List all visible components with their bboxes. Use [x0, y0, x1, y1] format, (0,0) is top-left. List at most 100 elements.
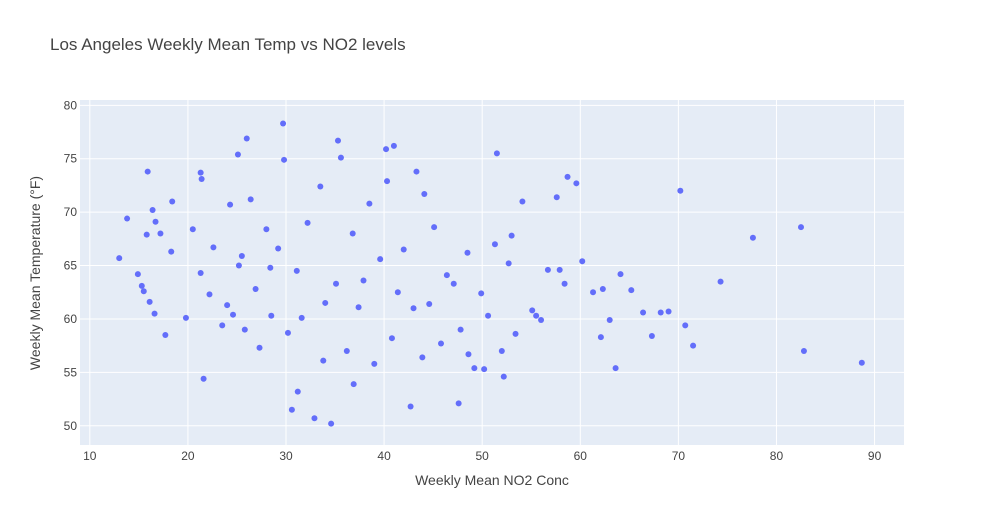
y-tick-label: 65: [64, 259, 78, 273]
data-point: [388, 335, 395, 342]
chart-title: Los Angeles Weekly Mean Temp vs NO2 leve…: [50, 35, 406, 54]
data-point: [206, 291, 213, 298]
x-tick-label: 20: [181, 449, 195, 463]
data-point: [450, 280, 457, 287]
data-point: [798, 224, 804, 231]
data-point: [407, 403, 414, 410]
data-point: [124, 215, 131, 222]
data-point: [268, 312, 275, 319]
data-point: [224, 302, 231, 309]
data-point: [355, 304, 362, 311]
data-point: [553, 194, 560, 201]
x-tick-label: 90: [868, 449, 882, 463]
data-point: [328, 420, 335, 427]
data-point: [640, 309, 647, 316]
gridlines: [80, 100, 904, 445]
data-point: [465, 351, 472, 358]
x-tick-label: 60: [574, 449, 588, 463]
data-point: [556, 266, 563, 273]
data-point: [152, 218, 159, 225]
data-point: [151, 310, 158, 317]
data-point: [800, 348, 807, 355]
data-point: [529, 307, 536, 314]
y-tick-label: 80: [64, 98, 78, 112]
data-point: [606, 317, 613, 324]
data-point: [149, 207, 156, 214]
data-point: [597, 334, 604, 341]
data-point: [612, 365, 619, 372]
x-tick-label: 40: [377, 449, 391, 463]
data-point: [471, 365, 478, 372]
data-point: [377, 256, 384, 263]
data-point: [350, 381, 357, 388]
data-point: [294, 388, 301, 395]
data-point: [238, 252, 245, 259]
data-point: [457, 326, 464, 333]
data-point: [343, 348, 350, 355]
data-point: [200, 375, 207, 382]
data-point: [617, 271, 624, 278]
data-point: [579, 258, 586, 265]
data-point: [234, 151, 241, 158]
data-point: [293, 267, 300, 274]
data-point: [505, 260, 512, 267]
data-point: [498, 348, 505, 355]
y-tick-label: 55: [64, 365, 78, 379]
data-point: [169, 198, 176, 205]
data-point: [455, 400, 462, 407]
data-point: [858, 359, 865, 366]
data-point: [219, 322, 226, 329]
y-tick-label: 75: [64, 152, 78, 166]
data-point: [485, 312, 492, 319]
data-point: [317, 183, 324, 190]
data-point: [227, 201, 234, 208]
data-point: [500, 373, 507, 380]
data-point: [533, 312, 540, 319]
y-tick-labels: 50 55 60 65 70 75 80: [64, 98, 78, 432]
data-point: [413, 168, 420, 175]
data-point: [146, 298, 153, 305]
data-point: [267, 264, 274, 271]
x-tick-label: 80: [770, 449, 784, 463]
data-point: [143, 231, 150, 238]
data-point: [280, 120, 287, 127]
data-point: [263, 226, 270, 233]
data-point: [197, 270, 204, 277]
data-point: [599, 286, 606, 293]
data-point: [144, 168, 151, 175]
plot-background: [80, 100, 904, 445]
data-point: [162, 331, 169, 338]
data-point: [311, 415, 318, 422]
data-point: [157, 230, 164, 237]
data-point: [320, 357, 327, 364]
data-point: [677, 187, 684, 194]
data-point: [491, 241, 498, 248]
data-point: [284, 329, 291, 336]
data-point: [717, 278, 724, 285]
x-tick-label: 70: [672, 449, 686, 463]
y-axis-title: Weekly Mean Temperature (°F): [27, 176, 43, 370]
data-point: [657, 309, 664, 316]
data-point: [384, 178, 391, 185]
data-point: [564, 173, 571, 180]
y-tick-label: 60: [64, 312, 78, 326]
data-point: [304, 219, 311, 226]
data-point: [493, 150, 500, 157]
data-point: [443, 272, 450, 279]
data-point: [437, 340, 444, 347]
data-point: [628, 287, 635, 294]
data-point: [210, 244, 217, 251]
data-point: [371, 360, 378, 367]
data-point: [419, 354, 426, 361]
data-point: [333, 280, 340, 287]
data-point: [134, 271, 141, 278]
x-tick-labels: 10 20 30 40 50 60 70 80 90: [83, 449, 881, 463]
data-point: [252, 286, 259, 293]
data-point: [322, 299, 329, 306]
data-point: [288, 406, 295, 413]
data-point: [561, 280, 568, 287]
data-point: [198, 176, 205, 183]
data-point: [168, 248, 175, 255]
data-point: [360, 277, 367, 284]
data-point: [230, 311, 237, 318]
